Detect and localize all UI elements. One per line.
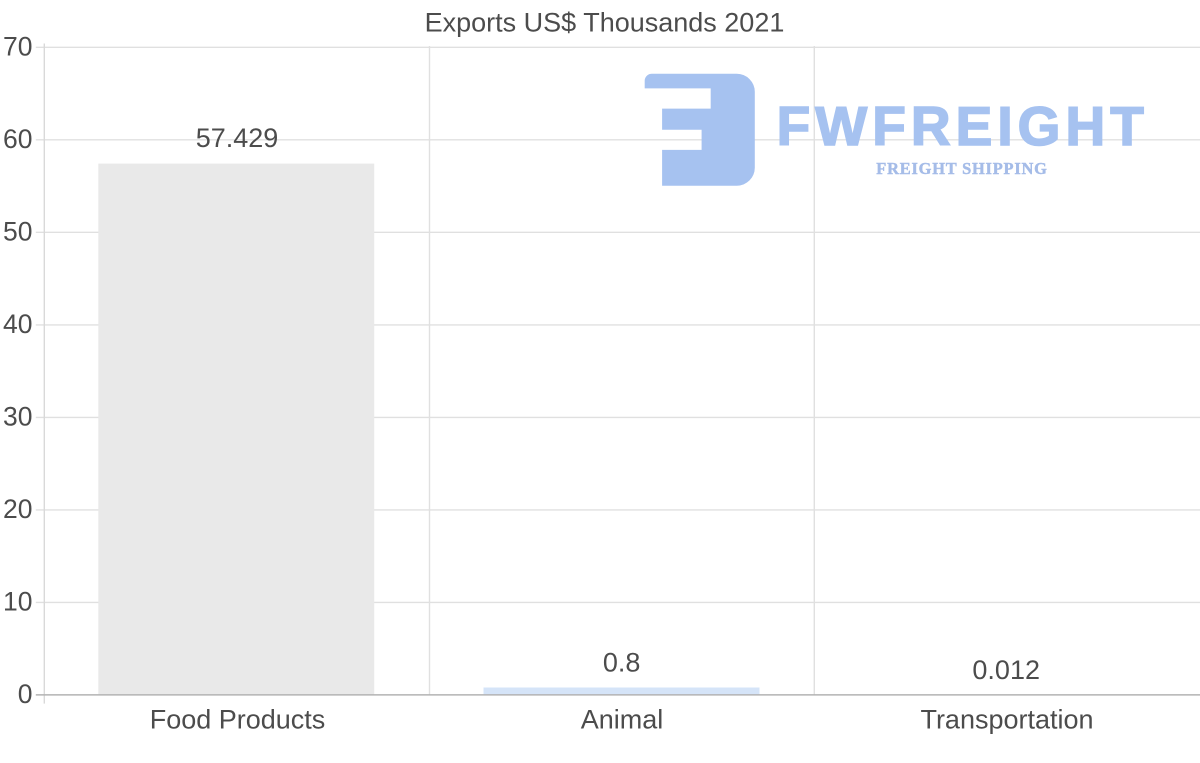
svg-text:Exports US$ Thousands 2021: Exports US$ Thousands 2021 (425, 8, 785, 38)
svg-text:60: 60 (3, 124, 32, 154)
svg-text:Animal: Animal (581, 704, 664, 734)
svg-text:0.8: 0.8 (603, 648, 641, 678)
svg-text:70: 70 (3, 32, 32, 62)
svg-text:20: 20 (3, 494, 32, 524)
svg-text:0: 0 (18, 679, 33, 709)
svg-text:0.012: 0.012 (972, 655, 1040, 685)
svg-text:10: 10 (3, 587, 32, 617)
svg-text:30: 30 (3, 402, 32, 432)
svg-text:FREIGHT SHIPPING: FREIGHT SHIPPING (876, 159, 1047, 178)
svg-text:50: 50 (3, 217, 32, 247)
svg-text:57.429: 57.429 (196, 123, 279, 153)
svg-text:40: 40 (3, 309, 32, 339)
svg-text:Food Products: Food Products (150, 704, 326, 734)
svg-text:Transportation: Transportation (920, 704, 1093, 734)
svg-text:FWFREIGHT: FWFREIGHT (777, 95, 1149, 157)
